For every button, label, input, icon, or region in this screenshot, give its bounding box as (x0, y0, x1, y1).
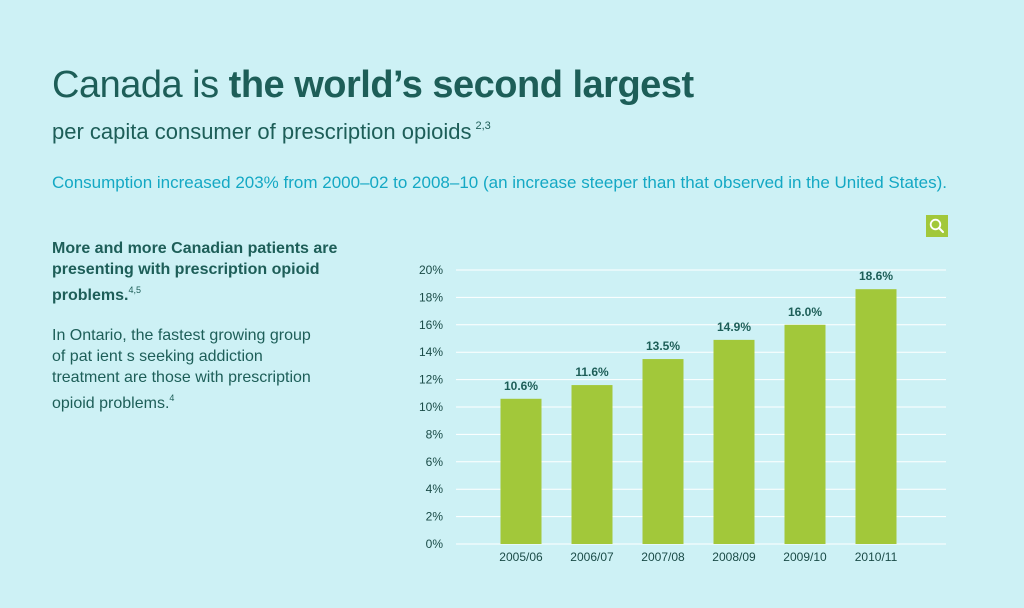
y-tick-label: 14% (419, 345, 443, 359)
y-tick-label: 18% (419, 290, 443, 304)
y-tick-label: 16% (419, 318, 443, 332)
data-label: 18.6% (859, 269, 893, 283)
y-tick-label: 20% (419, 263, 443, 277)
x-tick-label: 2008/09 (712, 550, 756, 564)
bar (642, 359, 684, 544)
sidebar-body: In Ontario, the fastest growing group of… (52, 325, 322, 414)
y-tick-label: 12% (419, 373, 443, 387)
body-text: In Ontario, the fastest growing group of… (52, 327, 311, 412)
magnifier-icon (929, 218, 944, 233)
bar (500, 398, 542, 544)
lead-references: 4,5 (128, 285, 141, 295)
x-tick-label: 2005/06 (499, 550, 543, 564)
bar (855, 289, 897, 544)
y-tick-label: 2% (426, 510, 444, 524)
x-tick-label: 2009/10 (783, 550, 827, 564)
title-bold: the world’s second largest (228, 64, 694, 106)
x-axis: 2005/06 2006/07 2007/08 2008/09 2009/10 2010/… (499, 550, 897, 564)
data-label: 16.0% (788, 305, 822, 319)
y-axis: 0% 2% 4% 6% 8% 10% 12% 14% 16% 18% 20% (419, 263, 443, 551)
body-references: 4 (169, 393, 175, 403)
bar (571, 385, 613, 544)
stat-line: Consumption increased 203% from 2000–02 … (52, 173, 947, 192)
subtitle-references: 2,3 (475, 120, 491, 132)
data-labels: 10.6% 11.6% 13.5% 14.9% 16.0% 18.6% (504, 269, 893, 393)
subtitle-text: per capita consumer of prescription opio… (52, 119, 472, 144)
y-tick-label: 8% (426, 427, 444, 441)
data-label: 11.6% (575, 365, 609, 379)
page-subtitle: per capita consumer of prescription opio… (52, 112, 491, 146)
sidebar-lead: More and more Canadian patients are pres… (52, 238, 352, 306)
data-label: 14.9% (717, 320, 751, 334)
x-tick-label: 2007/08 (641, 550, 685, 564)
y-tick-label: 0% (426, 537, 444, 551)
title-regular: Canada is (52, 64, 229, 106)
page-title: Canada is the world’s second largest (52, 62, 694, 108)
data-label: 10.6% (504, 379, 538, 393)
bar (784, 324, 826, 544)
data-label: 13.5% (646, 339, 680, 353)
y-tick-label: 10% (419, 400, 443, 414)
x-tick-label: 2010/11 (855, 550, 898, 564)
lead-text: More and more Canadian patients are pres… (52, 240, 338, 304)
zoom-button[interactable] (926, 215, 948, 237)
bar (713, 339, 755, 544)
x-tick-label: 2006/07 (570, 550, 614, 564)
y-tick-label: 4% (426, 482, 444, 496)
y-tick-label: 6% (426, 455, 444, 469)
bars (500, 289, 897, 544)
